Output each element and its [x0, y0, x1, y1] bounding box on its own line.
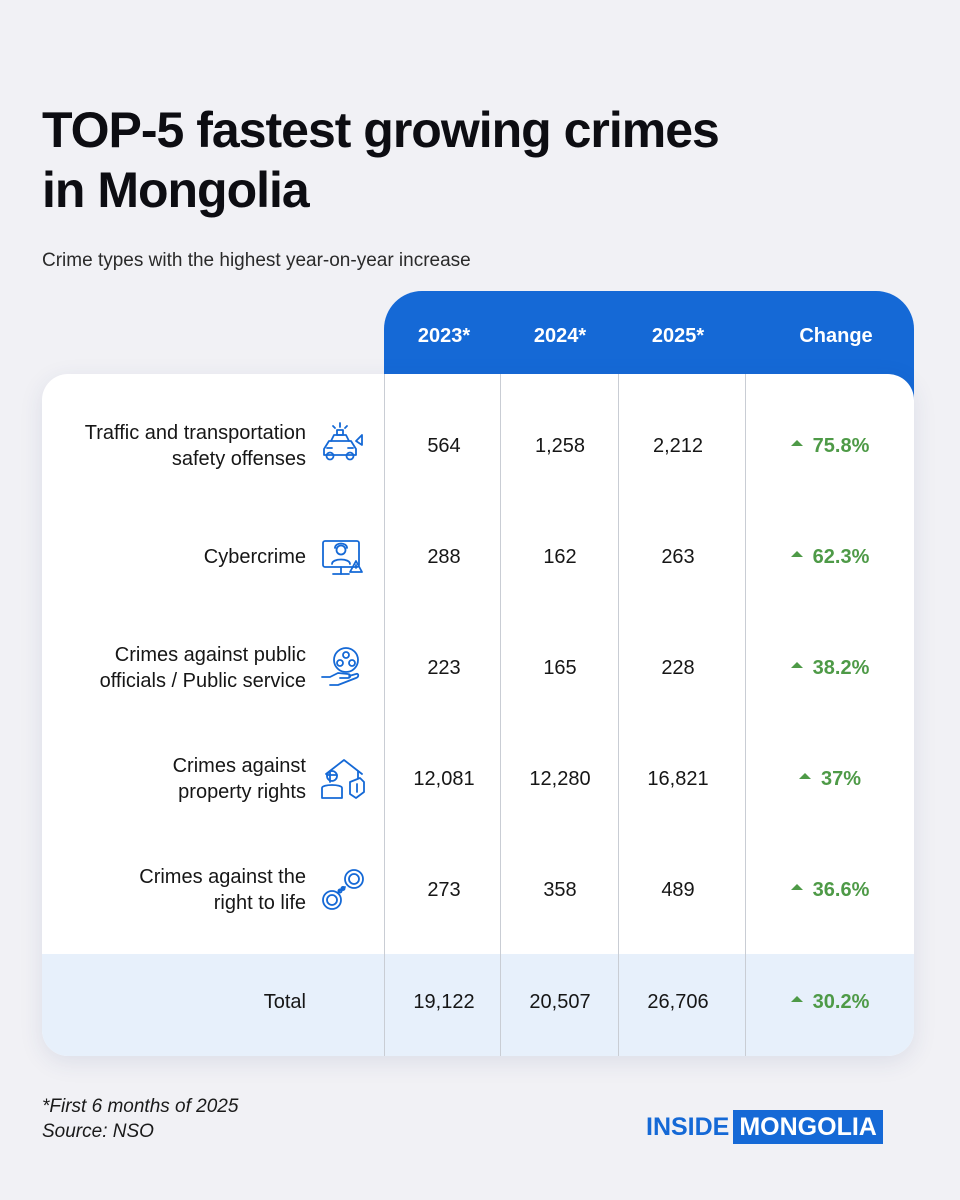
row-label-line: property rights	[178, 781, 306, 803]
value-cell-2024: 162	[543, 545, 577, 568]
change-cell: 36.6%	[746, 834, 914, 946]
change-cell: 38.2%	[746, 612, 914, 724]
hand-people-icon	[318, 643, 368, 693]
handcuffs-icon	[318, 865, 368, 915]
column-divider	[618, 374, 619, 1056]
change-value: 38.2%	[812, 656, 870, 679]
value-cell-2025: 16,821	[647, 767, 709, 790]
column-divider	[500, 374, 501, 1056]
title-line-1: TOP-5 fastest growing crimes	[42, 102, 720, 158]
row-label-line: officials / Public service	[99, 670, 306, 692]
up-arrow-icon	[798, 773, 811, 779]
table-row: Traffic and transportation safety offense…	[42, 390, 914, 502]
value-cell-2025: 263	[661, 545, 695, 568]
change-value: 30.2%	[812, 990, 870, 1013]
change-cell: 62.3%	[746, 501, 914, 613]
row-label: Traffic and transportation safety offense…	[42, 390, 306, 502]
row-label-line: Crimes against the	[139, 866, 306, 888]
value-cell-2025: 489	[661, 878, 695, 901]
up-arrow-icon	[790, 440, 803, 446]
data-table: Traffic and transportation safety offense…	[42, 374, 914, 1056]
page-title: TOP-5 fastest growing crimes in Mongolia	[42, 100, 902, 220]
value-cell-2023: 223	[427, 656, 461, 679]
value-cell-2024: 1,258	[534, 434, 586, 457]
footnote-period: *First 6 months of 2025	[42, 1096, 239, 1117]
change-cell: 30.2%	[746, 946, 914, 1056]
change-cell: 37%	[746, 723, 914, 835]
value-cell-2023: 19,122	[413, 990, 475, 1013]
car-police-icon	[318, 421, 368, 471]
column-divider	[384, 374, 385, 1056]
value-cell-2024: 358	[543, 878, 577, 901]
value-cell-2023: 12,081	[413, 767, 475, 790]
total-row: Total 19,122 20,507 26,706 30.2%	[42, 946, 914, 1056]
up-arrow-icon	[790, 884, 803, 890]
row-label-line: Crimes against	[172, 755, 306, 777]
footnote-source: Source: NSO	[42, 1121, 154, 1142]
title-line-2: in Mongolia	[42, 162, 310, 218]
column-header-2025: 2025*	[651, 325, 705, 347]
subtitle: Crime types with the highest year-on-yea…	[42, 250, 471, 271]
up-arrow-icon	[790, 662, 803, 668]
up-arrow-icon	[790, 996, 803, 1002]
row-label: Crimes against property rights	[42, 723, 306, 835]
value-cell-2025: 228	[661, 656, 695, 679]
value-cell-2025: 2,212	[652, 434, 704, 457]
change-value: 75.8%	[812, 434, 870, 457]
value-cell-2024: 12,280	[529, 767, 591, 790]
row-label-line: Traffic and transportation	[84, 422, 306, 444]
brand-logo: INSIDE MONGOLIA	[646, 1110, 883, 1144]
value-cell-2023: 288	[427, 545, 461, 568]
change-value: 36.6%	[812, 878, 870, 901]
total-label: Total	[263, 991, 306, 1013]
row-label-line: safety offenses	[171, 448, 306, 470]
table-row: Cybercrime 288 162 263 62.3%	[42, 501, 914, 613]
logo-part-mongolia: MONGOLIA	[733, 1110, 883, 1144]
hacker-monitor-icon	[318, 532, 368, 582]
logo-part-inside: INSIDE	[646, 1113, 730, 1141]
column-header-2024: 2024*	[533, 325, 587, 347]
row-label: Cybercrime	[42, 501, 306, 613]
table-row: Crimes against property rights 12,081 12,28…	[42, 723, 914, 835]
column-header-2023: 2023*	[417, 325, 471, 347]
table-row: Crimes against the right to life 273 358 489…	[42, 834, 914, 946]
change-value: 37%	[820, 767, 862, 790]
footnote: *First 6 months of 2025 Source: NSO	[42, 1094, 238, 1144]
row-label: Crimes against public officials / Public …	[42, 612, 306, 724]
value-cell-2023: 564	[427, 434, 461, 457]
value-cell-2025: 26,706	[647, 990, 709, 1013]
change-value: 62.3%	[812, 545, 870, 568]
house-thief-icon	[318, 754, 368, 804]
row-label-line: Crimes against public	[114, 644, 306, 666]
total-row-background	[42, 954, 914, 1056]
table-row: Crimes against public officials / Public …	[42, 612, 914, 724]
change-cell: 75.8%	[746, 390, 914, 502]
value-cell-2024: 165	[543, 656, 577, 679]
column-divider	[745, 374, 746, 1056]
value-cell-2024: 20,507	[529, 990, 591, 1013]
row-label: Crimes against the right to life	[42, 834, 306, 946]
row-label-line: right to life	[213, 892, 306, 914]
value-cell-2023: 273	[427, 878, 461, 901]
column-header-change: Change	[799, 325, 873, 347]
row-label-line: Cybercrime	[203, 546, 306, 568]
up-arrow-icon	[790, 551, 803, 557]
